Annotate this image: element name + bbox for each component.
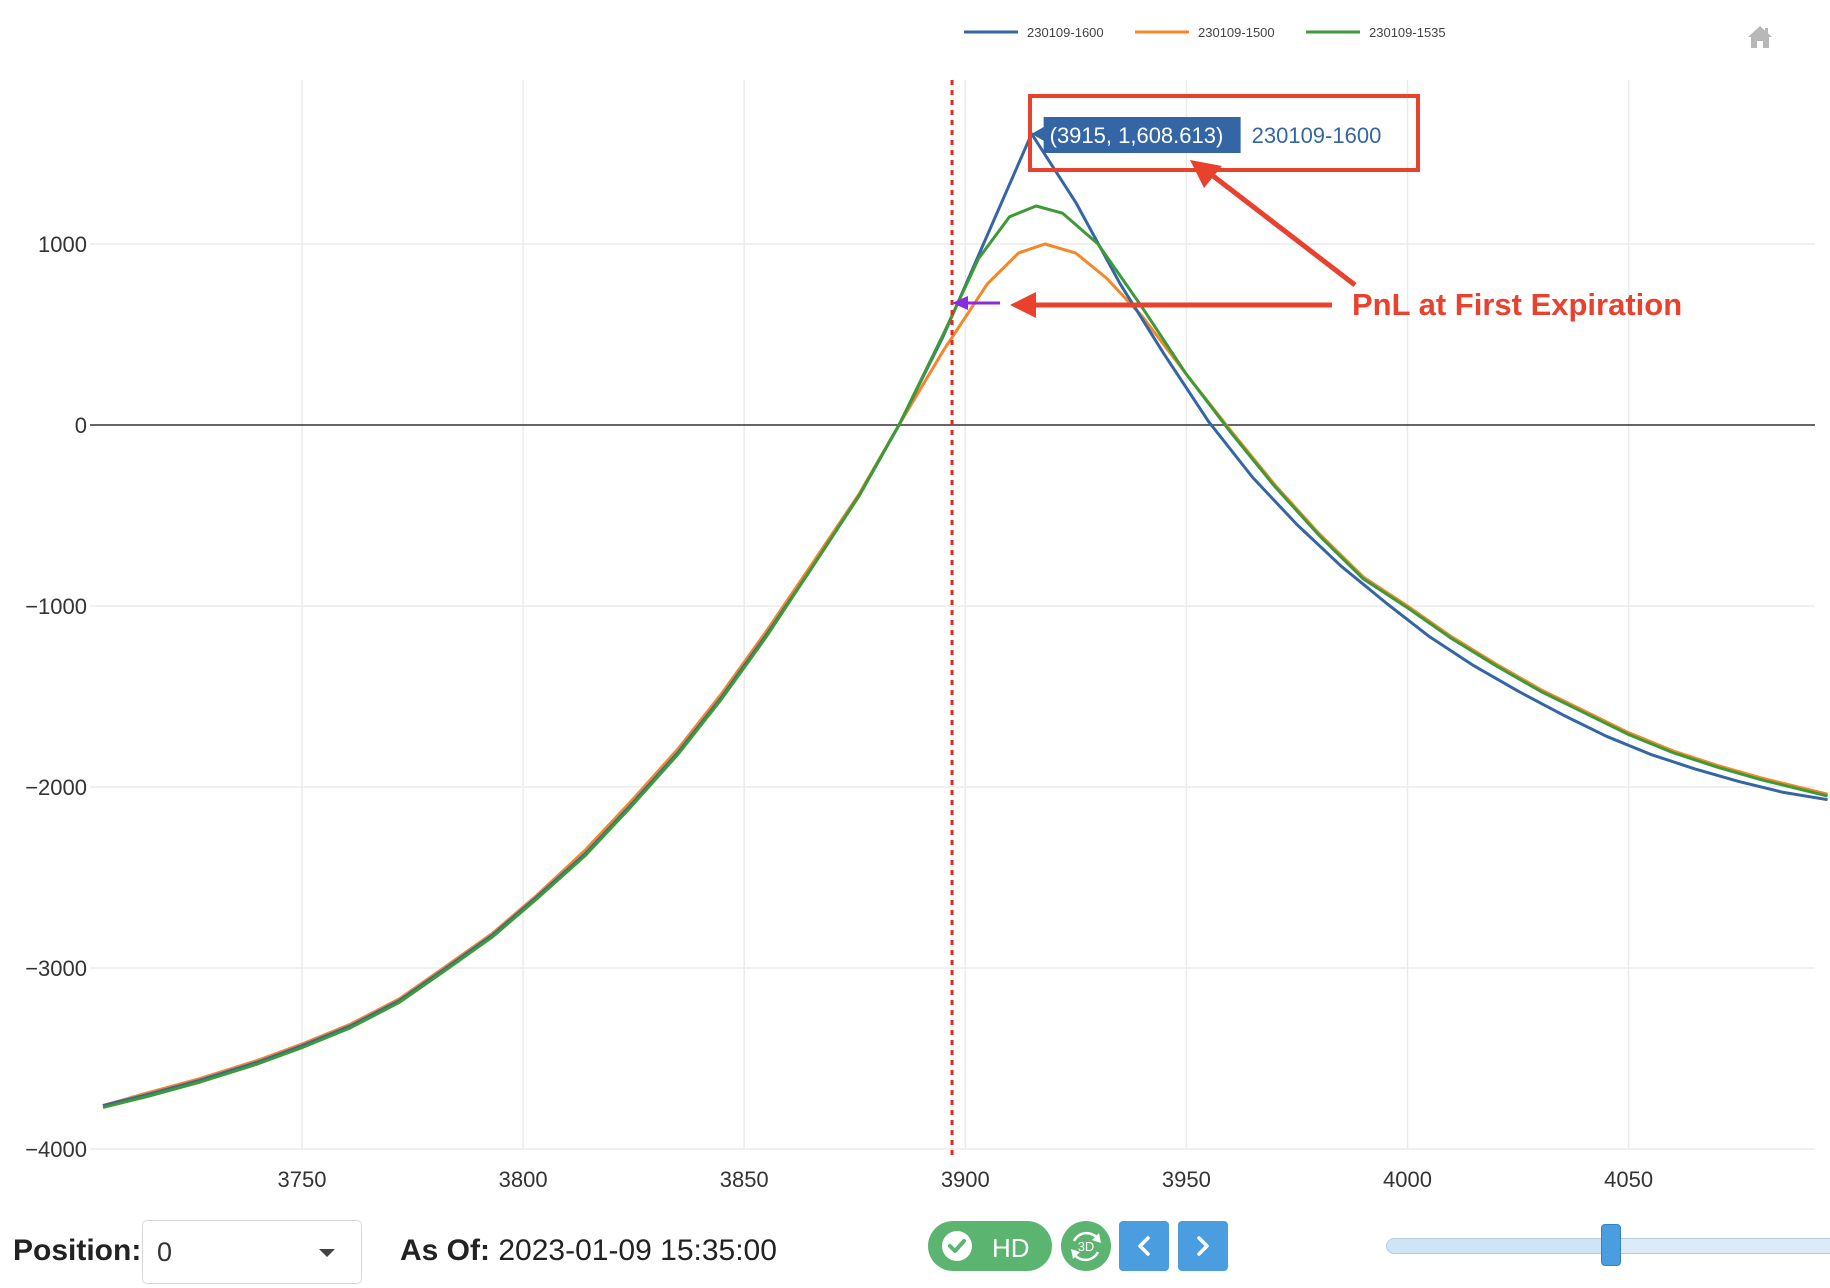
x-tick-label: 3950	[1162, 1167, 1211, 1192]
callout-arrow-to-curve	[1010, 292, 1332, 318]
x-axis-ticks: 3750 3800 3850 3900 3950 4000 4050	[278, 1167, 1654, 1192]
as-of-label: As Of:	[400, 1234, 490, 1267]
position-select[interactable]: 0	[142, 1220, 362, 1284]
hd-button[interactable]: HD	[928, 1221, 1052, 1271]
callout-arrow-to-box	[1190, 160, 1357, 287]
legend-label[interactable]: 230109-1600	[1027, 25, 1104, 40]
series-lines	[102, 132, 1828, 1109]
hover-tooltip: (3915, 1,608.613) 230109-1600	[1031, 117, 1382, 153]
rotate-3d-button[interactable]: 3D	[1061, 1221, 1111, 1271]
time-slider-fill	[1387, 1239, 1613, 1253]
y-tick-label: −3000	[25, 956, 87, 981]
callout-text: PnL at First Expiration	[1352, 287, 1682, 322]
rotate-3d-icon: 3D	[1071, 1231, 1101, 1262]
y-tick-label: −1000	[25, 594, 87, 619]
next-button[interactable]	[1178, 1221, 1228, 1271]
previous-button[interactable]	[1119, 1221, 1169, 1271]
y-tick-label: 0	[75, 413, 87, 438]
x-tick-label: 3750	[278, 1167, 327, 1192]
legend-label[interactable]: 230109-1500	[1198, 25, 1275, 40]
x-tick-label: 3900	[941, 1167, 990, 1192]
as-of: As Of: 2023-01-09 15:35:00	[400, 1234, 777, 1268]
time-slider-handle[interactable]	[1601, 1224, 1622, 1266]
chevron-left-icon	[1138, 1236, 1150, 1256]
legend[interactable]: 230109-1600 230109-1500 230109-1535	[964, 25, 1446, 40]
position-select-value: 0	[157, 1237, 173, 1267]
x-tick-label: 3800	[499, 1167, 548, 1192]
home-icon[interactable]	[1748, 26, 1772, 48]
x-tick-label: 4050	[1604, 1167, 1653, 1192]
pnl-chart[interactable]: 1000 0 −1000 −2000 −3000 −4000 3750 3800 3850 39…	[0, 0, 1830, 1200]
as-of-value: 2023-01-09 15:35:00	[498, 1234, 777, 1267]
chevron-right-icon	[1197, 1236, 1209, 1256]
x-tick-label: 3850	[720, 1167, 769, 1192]
position-label: Position:	[13, 1234, 142, 1267]
hd-label: HD	[992, 1233, 1030, 1263]
y-tick-label: −2000	[25, 775, 87, 800]
tooltip-series-label: 230109-1600	[1252, 123, 1382, 148]
series-line-230109-1535[interactable]	[102, 204, 1828, 1109]
y-axis-ticks: 1000 0 −1000 −2000 −3000 −4000	[25, 232, 87, 1162]
purple-arrow	[952, 296, 1000, 310]
grid	[90, 80, 1815, 1150]
check-icon	[942, 1231, 972, 1261]
tooltip-point-label: (3915, 1,608.613)	[1050, 123, 1224, 148]
caret-down-icon	[319, 1249, 335, 1257]
svg-text:3D: 3D	[1078, 1239, 1095, 1254]
control-bar: Position: 0 As Of: 2023-01-09 15:35:00 H…	[0, 1200, 1830, 1288]
legend-label[interactable]: 230109-1535	[1369, 25, 1446, 40]
highlight-box	[1028, 94, 1420, 172]
y-tick-label: −4000	[25, 1137, 87, 1162]
x-tick-label: 4000	[1383, 1167, 1432, 1192]
y-tick-label: 1000	[38, 232, 87, 257]
tooltip-pointer	[1031, 125, 1046, 142]
tooltip-box	[1043, 117, 1241, 153]
